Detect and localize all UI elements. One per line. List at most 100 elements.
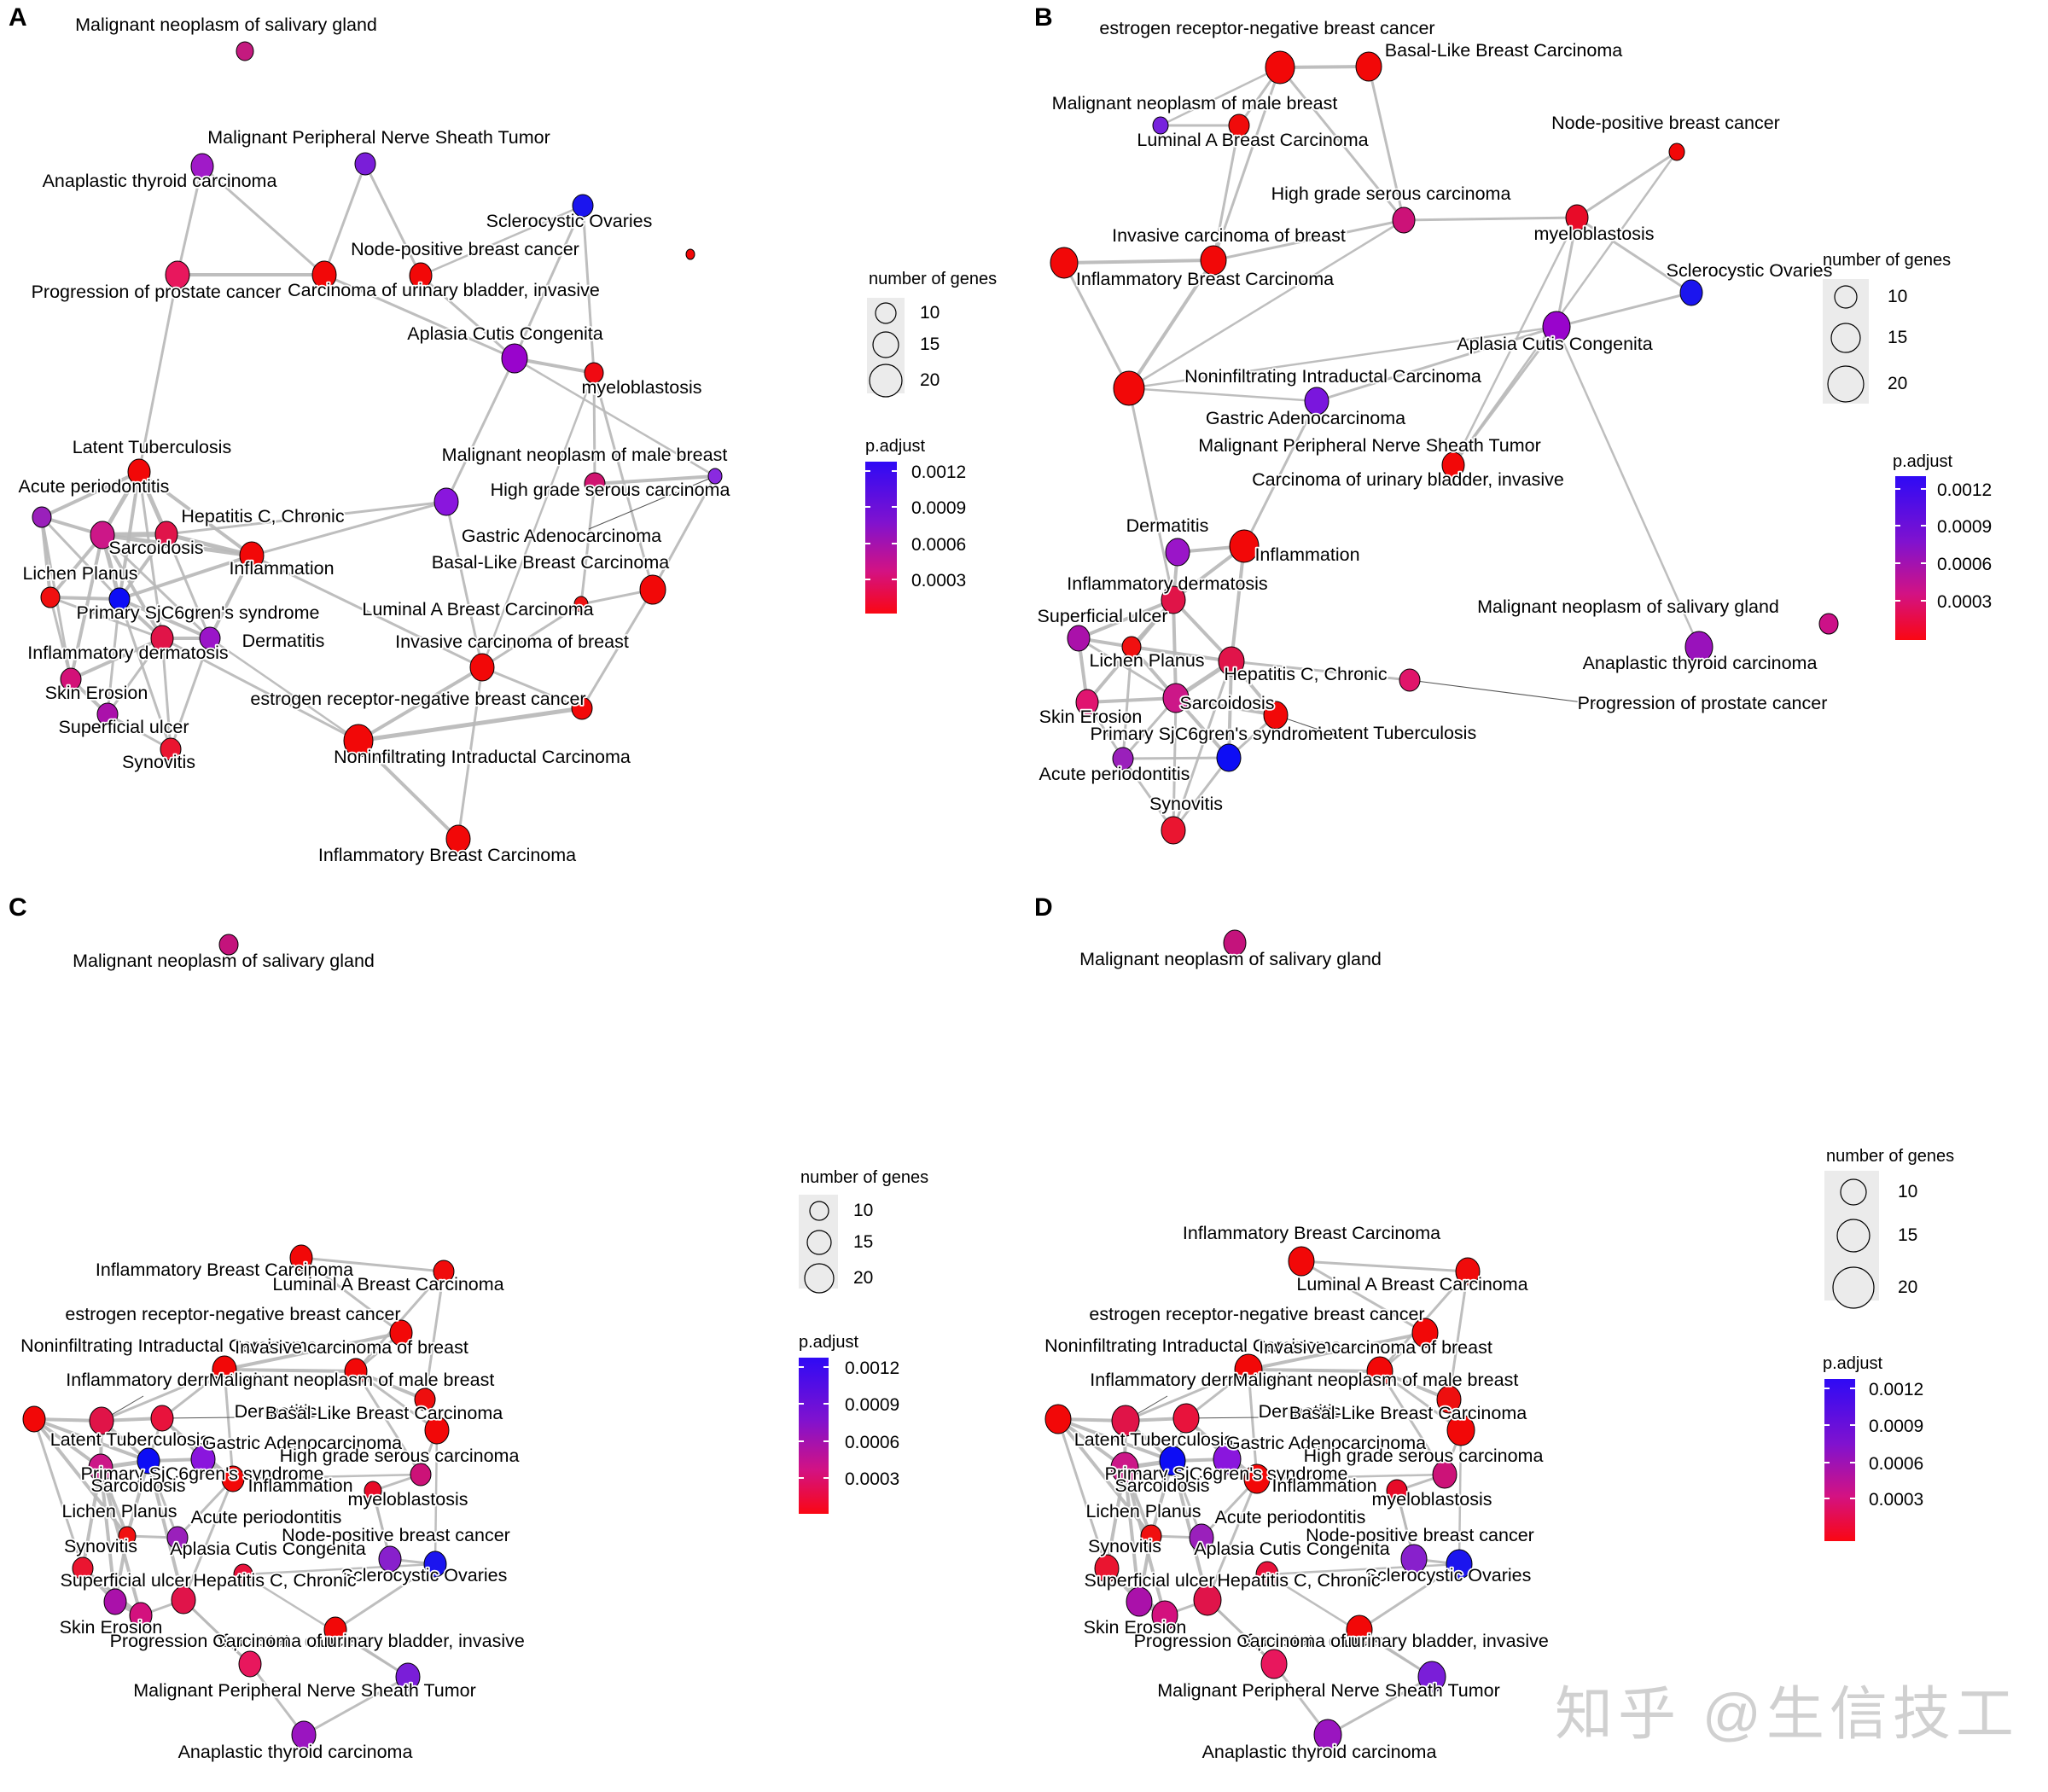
node-label-noninfiltrating-intraductal-carcinoma: Noninfiltrating Intraductal Carcinoma: [20, 1335, 317, 1356]
edge: [364, 162, 422, 277]
node-anaplastic-thyroid-carcinoma: [190, 153, 214, 180]
edge: [356, 706, 585, 743]
node-superficial-ulcer: [1067, 625, 1091, 652]
node-label-carcinoma-of-urinary-bladder-invasive: Carcinoma of urinary bladder, invasive: [1236, 1631, 1549, 1651]
edge: [1265, 1562, 1461, 1576]
node-label-acute-periodontitis: Acute periodontitis: [1215, 1507, 1366, 1527]
node-label-acute-periodontitis: Acute periodontitis: [19, 476, 170, 497]
node-dermatitis: [150, 1405, 174, 1432]
node-malignant-peripheral-nerve-sheath-tumor: [1417, 1661, 1446, 1693]
node-label-gastric-adenocarcinoma: Gastric Adenocarcinoma: [1206, 408, 1405, 428]
node-superficial-ulcer: [103, 1588, 127, 1615]
node-label-inflammatory-dermatosis: Inflammatory dermatosis: [1090, 1370, 1290, 1390]
edge: [1300, 1260, 1469, 1273]
edge: [579, 482, 596, 606]
edge: [160, 1368, 226, 1420]
edge: [357, 739, 460, 841]
edge: [40, 470, 141, 519]
node-malignant-neoplasm-of-salivary-gland: [1223, 929, 1247, 957]
node-label-invasive-carcinoma-of-breast: Invasive carcinoma of breast: [1112, 225, 1346, 246]
edge: [137, 273, 179, 474]
node-label-hepatitis-c-chronic: Hepatitis C, Chronic: [1217, 1570, 1380, 1591]
size-legend-circle-10: [809, 1201, 829, 1221]
node-label-anaplastic-thyroid-carcinoma: Anaplastic thyroid carcinoma: [1202, 1742, 1437, 1762]
node-luminal-a-breast-carcinoma: [1455, 1257, 1481, 1286]
colorbar-tick-label: 0.0009: [911, 498, 966, 518]
colorbar-tick-label: 0.0006: [845, 1433, 899, 1452]
node-label-synovitis: Synovitis: [1088, 1536, 1161, 1556]
node-label-basal-like-breast-carcinoma: Basal-Like Breast Carcinoma: [432, 552, 669, 573]
node-malignant-neoplasm-of-salivary-gland: [1818, 613, 1839, 635]
edge: [1206, 1598, 1276, 1666]
edge: [1575, 150, 1679, 219]
node-gastric-adenocarcinoma: [433, 487, 459, 516]
node-basal-like-breast-carcinoma: [1446, 1414, 1475, 1446]
edge: [1378, 1370, 1446, 1476]
node-hepatitis-c-chronic: [154, 521, 178, 548]
watermark-text: 知乎 @生信技工: [1555, 1682, 2019, 1747]
edge: [354, 1370, 422, 1476]
node-label-inflammation: Inflammation: [1254, 544, 1359, 565]
node-malignant-neoplasm-of-male-breast: [1152, 116, 1169, 135]
node-label-latent-tuberculosis: Latent Tuberculosis: [73, 437, 231, 457]
edge: [106, 637, 164, 716]
edge: [300, 1256, 403, 1335]
node-label-acute-periodontitis: Acute periodontitis: [191, 1507, 342, 1527]
padjust-colorbar: [1824, 1379, 1855, 1541]
padjust-legend-title: p.adjust: [1893, 452, 1952, 471]
node-carcinoma-of-urinary-bladder-invasive: [1346, 1615, 1373, 1645]
panel-A: Malignant neoplasm of salivary gland Mali…: [9, 3, 997, 867]
node-label-primary-sjc6gren-s-syndrome: Primary SjC6gren's syndrome: [1105, 1463, 1348, 1484]
size-legend-value: 20: [920, 370, 940, 390]
node-inflammatory-dermatosis: [150, 625, 174, 652]
edge: [1127, 325, 1558, 390]
edge: [1247, 1368, 1382, 1373]
edge: [223, 1331, 403, 1371]
edge: [1171, 1459, 1209, 1602]
padjust-colorbar: [1895, 476, 1926, 640]
node-inflammation: [1243, 1463, 1271, 1494]
node-label-high-grade-serous-carcinoma: High grade serous carcinoma: [491, 480, 730, 500]
size-legend-circle-10: [1834, 285, 1858, 309]
node-myeloblastosis: [1565, 204, 1589, 231]
node-estrogen-receptor-negative-breast-cancer: [571, 696, 593, 720]
edge: [1367, 65, 1405, 222]
node-label-progression-of-prostate-cancer: Progression of prostate cancer: [1134, 1631, 1384, 1651]
node-label-lichen-planus: Lichen Planus: [1089, 650, 1204, 671]
node-high-grade-serous-carcinoma: [1392, 207, 1416, 234]
edge: [651, 474, 717, 591]
colorbar-tick-label: 0.0009: [845, 1395, 899, 1415]
node-label-noninfiltrating-intraductal-carcinoma: Noninfiltrating Intraductal Carcinoma: [334, 747, 631, 767]
panel-letter-A: A: [9, 3, 27, 32]
edge: [300, 1256, 445, 1273]
edge: [137, 470, 253, 557]
node-hepatitis-c-chronic: [1193, 1584, 1222, 1616]
node-label-inflammatory-breast-carcinoma: Inflammatory Breast Carcinoma: [1183, 1223, 1440, 1243]
panel-letter-C: C: [9, 893, 27, 922]
node-superficial-ulcer: [1126, 1586, 1153, 1617]
size-legend-circle-20: [1832, 1266, 1875, 1309]
node-progression-of-prostate-cancer: [1399, 668, 1421, 692]
node-label-primary-sjc6gren-s-syndrome: Primary SjC6gren's syndrome: [77, 602, 320, 623]
node-label-malignant-peripheral-nerve-sheath-tumor: Malignant Peripheral Nerve Sheath Tumor: [1198, 435, 1541, 456]
edge: [445, 357, 516, 503]
node-latent-tuberculosis: [22, 1405, 46, 1433]
panel-D: Malignant neoplasm of salivary gland Infl…: [1034, 893, 1954, 1764]
colorbar-tick-label: 0.0003: [911, 571, 966, 591]
edge: [101, 533, 164, 640]
node-label-node-positive-breast-cancer: Node-positive breast cancer: [1306, 1525, 1534, 1545]
edge: [1123, 1466, 1141, 1603]
size-legend-value: 15: [1888, 328, 1907, 347]
colorbar-tick-label: 0.0003: [1869, 1490, 1923, 1510]
node-latent-tuberculosis: [127, 458, 151, 486]
edge: [81, 1466, 102, 1570]
edge: [513, 204, 585, 360]
node-acute-periodontitis: [166, 1526, 189, 1550]
node-sclerocystic-ovaries: [572, 194, 594, 218]
padjust-legend-title: p.adjust: [799, 1333, 858, 1352]
node-label-inflammatory-breast-carcinoma: Inflammatory Breast Carcinoma: [96, 1260, 353, 1280]
edge: [1402, 216, 1579, 222]
edge: [1247, 1368, 1259, 1481]
node-inflammation: [221, 1465, 245, 1492]
